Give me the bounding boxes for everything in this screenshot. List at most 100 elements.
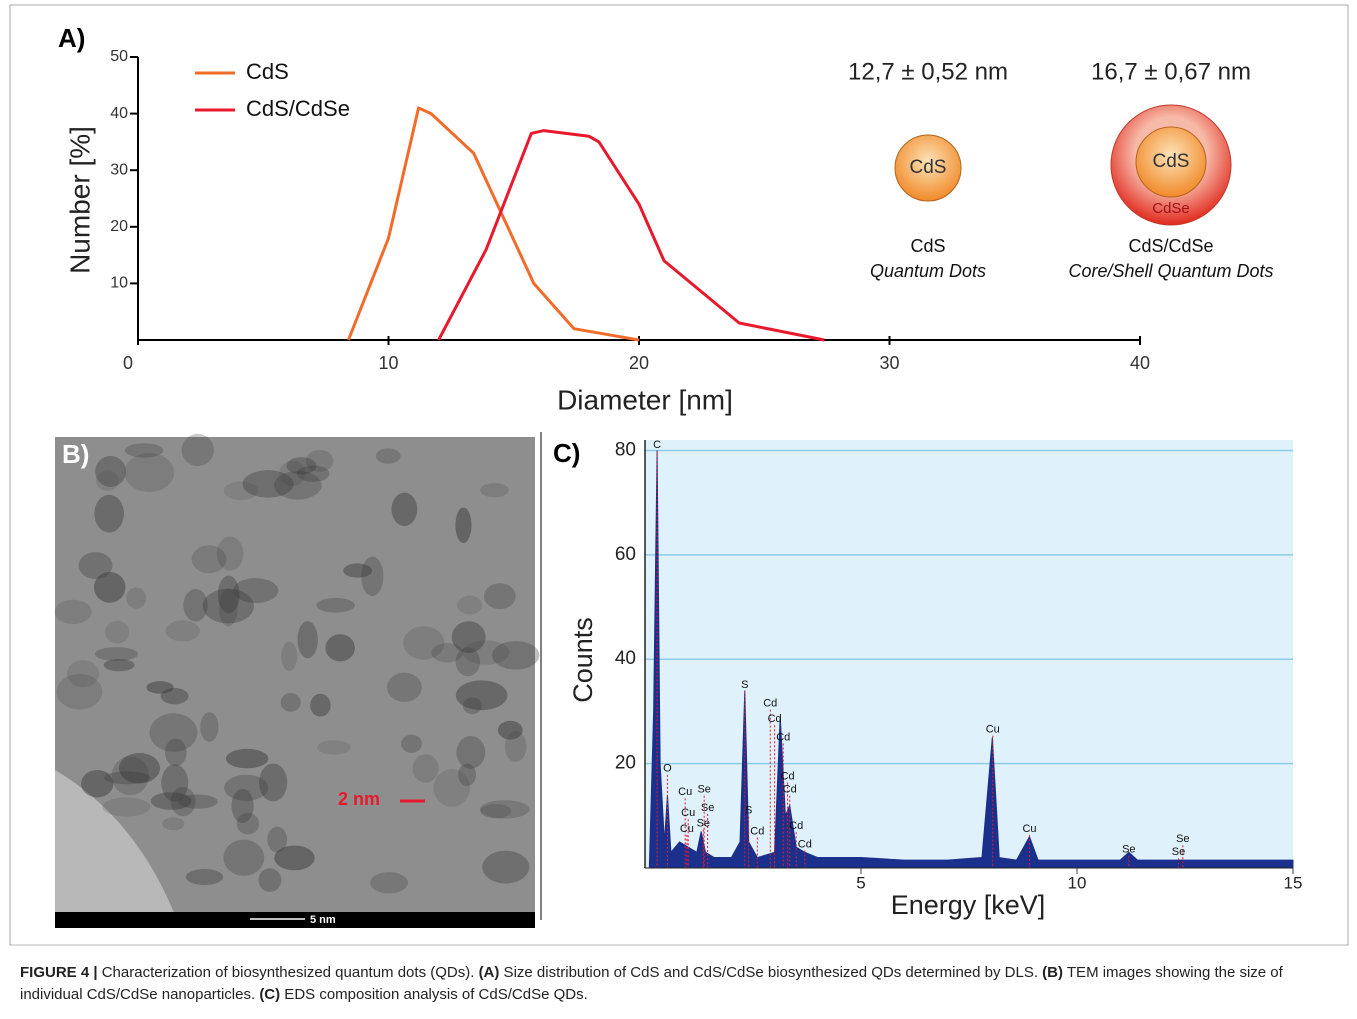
tem-particle (94, 494, 124, 533)
x-tick-label: 10 (1068, 873, 1087, 892)
tem-particle (225, 748, 269, 769)
caption-text: TEM images showing the size of individua… (20, 964, 1287, 1003)
tem-particle (462, 697, 482, 715)
tem-particle (191, 545, 227, 574)
peak-label: Cd (781, 771, 795, 783)
tem-particle (124, 443, 164, 458)
y-tick-label: 40 (110, 105, 128, 122)
peak-label: Se (1176, 833, 1189, 845)
tem-particle (451, 621, 486, 653)
tem-particle (412, 754, 439, 783)
tem-particle (483, 583, 516, 610)
y-tick-label: 20 (110, 218, 128, 235)
particle-name: CdS (910, 236, 945, 256)
tem-particle (126, 587, 147, 609)
tem-particle (482, 850, 530, 884)
peak-label: Se (1172, 846, 1185, 858)
tem-particle (105, 620, 130, 644)
y-tick-label: 60 (615, 544, 636, 565)
tem-particle (280, 692, 301, 712)
particle-name: CdS/CdSe (1128, 236, 1213, 256)
tem-particle (81, 769, 114, 798)
tem-particle (111, 756, 149, 796)
particle-subtitle: Core/Shell Quantum Dots (1068, 261, 1273, 281)
size-label: 16,7 ± 0,67 nm (1091, 58, 1251, 85)
tem-particle (479, 800, 530, 819)
tem-particle (317, 740, 351, 755)
x-tick-label: 40 (1130, 353, 1150, 373)
tem-particle (95, 455, 127, 487)
caption-text: (B) (1042, 964, 1063, 981)
tem-particle (457, 595, 483, 615)
tem-particle (242, 470, 294, 498)
tem-particle (165, 620, 200, 642)
tem-particle (343, 563, 373, 578)
tem-particle (150, 792, 192, 810)
tem-particle (403, 626, 445, 660)
tem-particle (95, 470, 119, 492)
panel-label: C) (553, 438, 580, 468)
peak-label: Se (1122, 844, 1135, 856)
tem-image (54, 433, 540, 928)
tem-particle (391, 492, 418, 527)
legend-label: CdS/CdSe (246, 96, 350, 121)
y-tick-label: 10 (110, 275, 128, 292)
peak-label: C (653, 439, 661, 451)
tem-particle (54, 599, 92, 625)
caption-text: FIGURE 4 | (20, 964, 98, 981)
tem-particle (431, 643, 464, 663)
tem-particle (178, 794, 218, 809)
tem-particle (462, 640, 510, 665)
caption-text: (A) (478, 964, 500, 981)
tem-particle (94, 647, 139, 661)
tem-particle (223, 839, 265, 876)
peak-label: Cd (763, 697, 777, 709)
tem-particle (103, 658, 135, 672)
particle-core-label: CdS (910, 157, 947, 178)
peak-label: Cd (776, 731, 790, 743)
peak-label: Cu (1022, 823, 1036, 835)
tem-particle (218, 588, 238, 627)
tem-particle (310, 693, 331, 717)
peak-label: Cd (783, 784, 797, 796)
tem-particle (149, 713, 198, 752)
spectrum-area (648, 450, 1294, 869)
x-tick-label: 15 (1284, 873, 1303, 892)
tem-particle (386, 672, 422, 702)
tem-particle (202, 588, 254, 624)
tem-particle (162, 817, 185, 831)
tem-particle (458, 763, 477, 786)
tem-particle (146, 681, 174, 694)
y-axis-title: Counts (568, 617, 598, 703)
y-tick-label: 40 (615, 648, 636, 669)
scale-annotation: 2 nm (338, 789, 380, 809)
tem-particle (56, 673, 103, 710)
tem-particle (325, 634, 355, 662)
tem-particle (497, 720, 523, 740)
tem-particle (67, 659, 100, 688)
tem-particle (181, 433, 214, 467)
tem-particle (274, 471, 322, 500)
tem-particle (102, 797, 151, 817)
tem-particle (93, 571, 126, 603)
tem-particle (185, 868, 224, 885)
peak-label: Se (697, 818, 710, 830)
x-axis-title: Diameter [nm] (557, 384, 733, 415)
tem-particle (316, 597, 355, 613)
peak-label: Cd (798, 838, 812, 850)
particle-core-label: CdS (1153, 151, 1190, 172)
y-tick-label: 80 (615, 439, 636, 460)
tem-particle (375, 448, 401, 464)
tem-particle (361, 556, 384, 597)
tem-particle (279, 460, 306, 487)
caption: FIGURE 4 | Characterization of biosynthe… (20, 962, 1335, 1006)
peak-label: Cd (750, 825, 764, 837)
tem-particle (236, 812, 260, 835)
particle-shell-label: CdSe (1152, 200, 1190, 217)
tem-particle (480, 803, 512, 819)
peak-label: S (745, 804, 752, 816)
peak-label: O (663, 763, 672, 775)
peak-label: S (741, 679, 748, 691)
particle-subtitle: Quantum Dots (870, 261, 986, 281)
